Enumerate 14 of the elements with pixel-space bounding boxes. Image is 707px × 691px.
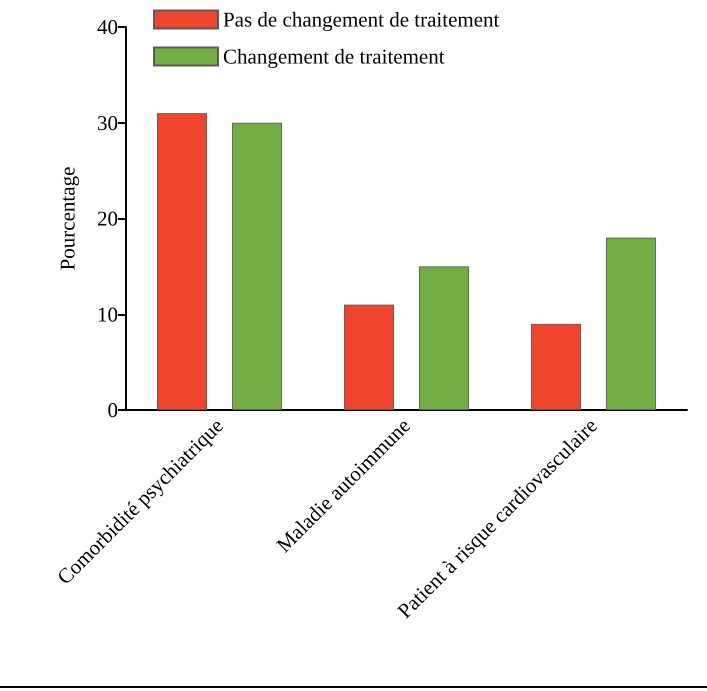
- legend-label: Pas de changement de traitement: [223, 8, 500, 32]
- bar: [157, 113, 207, 410]
- bar: [531, 324, 581, 410]
- y-tick-label: 40: [97, 15, 118, 39]
- y-tick-label: 0: [108, 398, 118, 422]
- legend-label: Changement de traitement: [223, 44, 445, 68]
- bar: [419, 266, 469, 410]
- bar: [606, 238, 656, 410]
- y-tick-label: 20: [97, 206, 118, 230]
- y-axis-title: Pourcentage: [56, 166, 80, 270]
- bar: [232, 122, 282, 410]
- bar: [344, 304, 394, 410]
- y-tick-label: 30: [97, 110, 118, 135]
- y-tick-label: 10: [97, 302, 118, 326]
